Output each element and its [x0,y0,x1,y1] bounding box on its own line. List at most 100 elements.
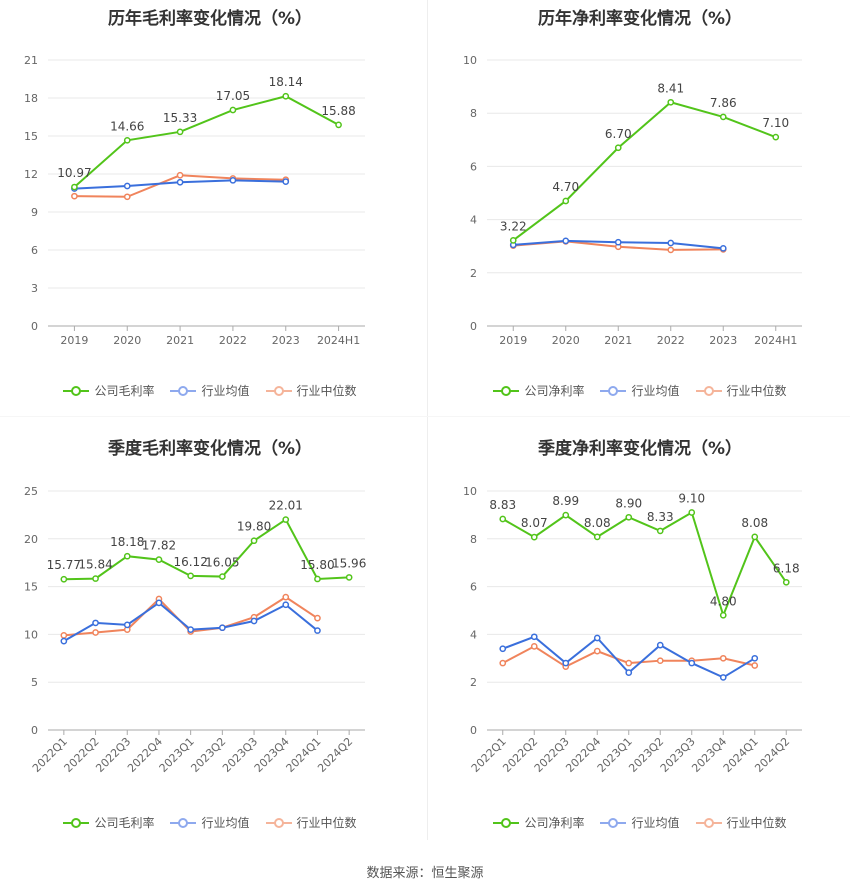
data-point-company [92,575,99,582]
data-point-company [229,106,237,114]
legend-item-median[interactable]: 行业中位数 [695,382,787,399]
data-point-median [71,192,78,200]
chart-plot: 05101520252022Q12022Q22022Q32022Q42023Q1… [24,485,366,775]
legend-item-median[interactable]: 行业中位数 [695,814,787,831]
data-point-avg [123,182,131,190]
data-point-avg [751,654,759,662]
y-tick-label: 0 [31,724,38,737]
y-tick-label: 0 [31,320,38,333]
data-point-avg [176,178,184,186]
x-tick-label: 2021 [604,334,632,347]
legend-item-median[interactable]: 行业中位数 [265,382,357,399]
quarterly-net-margin-chart: 季度净利率变化情况（%） 0 2 4 6 8 10 2022Q1 2022Q2 2022Q3 20… [430,430,850,840]
data-point-avg [562,659,570,667]
legend-label: 公司净利率 [524,384,585,398]
data-label: 16.05 [205,556,239,570]
data-label: 17.05 [216,89,250,103]
data-point-avg [688,659,696,667]
legend-item-company[interactable]: 公司净利率 [493,382,584,399]
y-tick-label: 5 [31,676,38,689]
legend-item-median[interactable]: 行业中位数 [265,814,357,831]
y-tick-label: 10 [463,485,477,498]
data-point-avg [60,637,68,645]
data-point-company [719,611,727,619]
data-label: 18.14 [269,75,303,89]
data-label: 14.66 [110,119,144,133]
data-point-company [335,121,342,129]
y-tick-label: 8 [470,107,477,120]
data-point-avg [625,669,633,676]
y-tick-label: 4 [470,214,477,227]
data-point-avg [614,238,622,246]
y-tick-label: 20 [24,533,38,546]
y-tick-label: 8 [470,533,477,546]
legend-item-avg[interactable]: 行业均值 [170,814,250,831]
chart-legend[interactable]: 公司毛利率 行业均值 行业中位数 [0,814,420,831]
data-point-company [625,513,633,521]
data-point-avg [229,176,237,184]
data-point-company [219,573,226,580]
data-point-company [719,113,727,121]
legend-label: 行业中位数 [296,384,357,398]
data-point-company [656,527,664,535]
data-point-company [282,516,290,523]
chart-legend[interactable]: 公司毛利率 行业均值 行业中位数 [0,382,420,399]
data-point-company [772,133,780,141]
data-point-company [282,92,290,100]
data-label: 22.01 [269,499,303,513]
data-point-median [593,647,601,655]
legend-label: 公司毛利率 [94,816,155,830]
data-label: 8.83 [489,498,516,512]
data-point-company [499,515,507,523]
data-point-median [499,659,507,667]
data-label: 19.80 [237,520,271,534]
data-point-avg [187,626,194,633]
chart-title: 历年毛利率变化情况（%） [107,9,313,29]
data-point-avg [719,674,727,681]
data-point-company [71,183,78,191]
data-point-avg [92,619,99,627]
legend-item-avg[interactable]: 行业均值 [600,382,680,399]
data-label: 8.08 [741,516,768,530]
legend-label: 行业中位数 [726,816,787,830]
y-tick-label: 25 [24,485,38,498]
data-point-median [176,171,184,179]
y-tick-label: 12 [24,168,38,181]
data-point-company [751,533,759,541]
annual-gross-margin-chart: 历年毛利率变化情况（%） 0 3 6 9 12 15 18 21 2019 2020 2021 202… [0,0,420,410]
legend-item-avg[interactable]: 行业均值 [600,814,680,831]
y-tick-label: 4 [470,628,477,641]
y-tick-label: 10 [463,54,477,67]
legend-item-avg[interactable]: 行业均值 [170,382,250,399]
data-point-avg [123,621,131,629]
legend-label: 行业均值 [631,816,680,830]
data-label: 15.33 [163,111,197,125]
legend-item-company[interactable]: 公司毛利率 [63,814,154,831]
series-line-company [502,511,788,619]
chart-legend[interactable]: 公司净利率 行业均值 行业中位数 [430,382,850,399]
series-line-company [63,518,350,581]
data-point-median [751,662,759,669]
legend-item-company[interactable]: 公司毛利率 [63,382,154,399]
data-point-median [282,593,290,601]
data-label: 17.82 [142,539,176,553]
chart-plot: 0 2 4 6 8 10 2019 2020 2021 2022 2023 2024H1 3.22 4.7… [463,54,802,347]
chart-legend[interactable]: 公司净利率 行业均值 行业中位数 [430,814,850,831]
x-tick-label: 2019 [60,334,88,347]
data-point-median [656,657,664,665]
data-label: 7.86 [710,96,737,110]
data-label: 16.12 [173,555,207,569]
chart-plot: 02468102022Q12022Q22022Q32022Q42023Q1202… [463,485,802,775]
data-point-median [123,193,131,201]
data-point-company [155,556,163,563]
chart-title: 季度毛利率变化情况（%） [107,439,313,459]
data-label: 18.18 [110,535,144,549]
legend-item-company[interactable]: 公司净利率 [493,814,584,831]
data-point-median [92,629,99,636]
data-point-company [250,537,258,545]
chart-title: 季度净利率变化情况（%） [537,439,743,459]
data-point-median [719,654,727,662]
data-label: 8.99 [552,494,579,508]
y-tick-label: 6 [470,160,477,173]
data-label: 7.10 [762,116,789,130]
